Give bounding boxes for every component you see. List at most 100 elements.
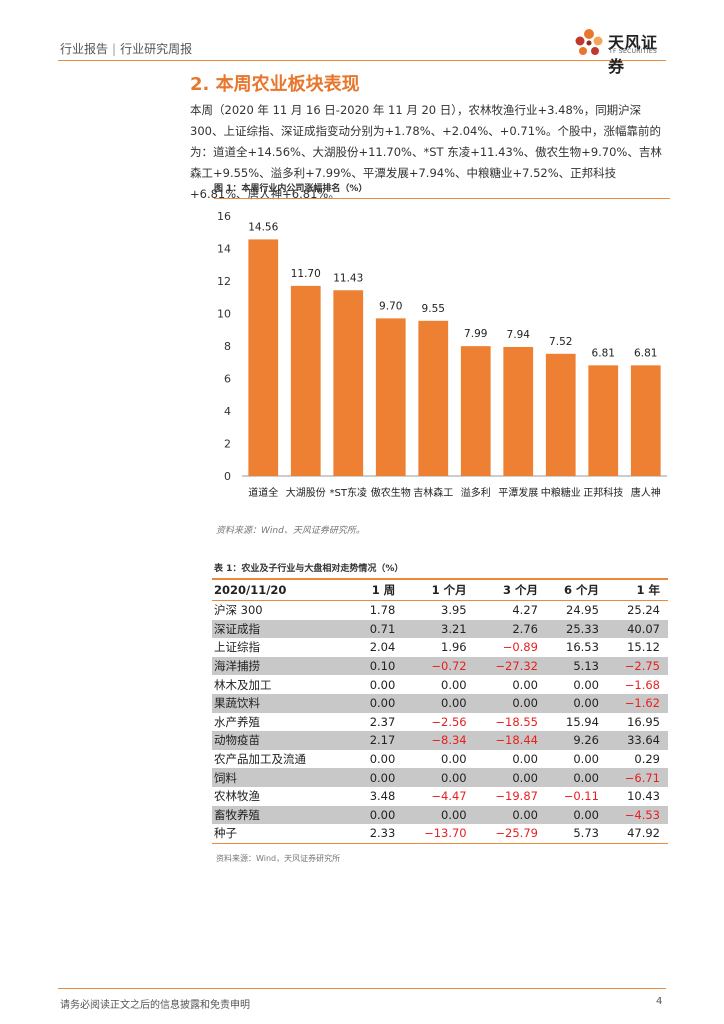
table-cell: 4.27 xyxy=(512,603,538,618)
y-tick-label: 12 xyxy=(217,275,231,288)
bar xyxy=(588,365,619,476)
table-row: 农林牧渔 3.48 −4.47 −19.87 −0.11 10.43 xyxy=(212,787,668,806)
row-label-cell: 上证综指 xyxy=(214,640,260,655)
table-cell: −4.47 xyxy=(431,789,467,804)
x-category-label: 道道全 xyxy=(248,486,278,499)
table-row: 动物疫苗 2.17 −8.34 −18.44 9.26 33.64 xyxy=(212,731,668,750)
table-cell: 0.00 xyxy=(474,805,546,825)
table-cell: 0.00 xyxy=(474,693,546,713)
figure-caption-divider xyxy=(214,198,670,199)
table-cell: 0.00 xyxy=(355,805,404,825)
row-label-cell: 种子 xyxy=(212,824,356,844)
bar xyxy=(630,365,661,476)
table-cell: 47.92 xyxy=(606,824,668,844)
y-tick-label: 16 xyxy=(217,210,231,223)
bar-value-label: 9.70 xyxy=(379,300,402,312)
row-label-cell: 畜牧养殖 xyxy=(212,805,356,825)
table-cell: −1.68 xyxy=(624,677,660,692)
table-cell: 0.00 xyxy=(369,752,396,767)
bar xyxy=(460,346,491,476)
table-cell: 2.04 xyxy=(369,640,396,655)
table-cell: 0.00 xyxy=(512,752,538,767)
row-label-cell: 农林牧渔 xyxy=(214,789,260,804)
table-row: 果蔬饮料 0.00 0.00 0.00 0.00 −1.62 xyxy=(212,693,668,713)
table-cell: 40.07 xyxy=(606,619,668,639)
table-cell: 0.00 xyxy=(403,693,475,713)
figure-caption: 图 1：本周行业内公司涨幅排名（%） xyxy=(214,184,368,194)
bar-value-label: 7.99 xyxy=(464,328,487,340)
bar-value-label: 11.43 xyxy=(333,272,363,284)
company-logo: 天风证券 TF SECURITIES xyxy=(572,26,668,76)
table-cell: −0.72 xyxy=(403,656,475,676)
report-category: 行业报告 xyxy=(60,42,109,56)
table-cell: 25.24 xyxy=(627,603,660,618)
table-cell: 0.00 xyxy=(403,768,475,787)
table-cell: −19.87 xyxy=(495,789,538,804)
table-row: 水产养殖 2.37 −2.56 −18.55 15.94 16.95 xyxy=(212,713,668,732)
bar-value-label: 11.70 xyxy=(291,268,321,280)
bar xyxy=(503,346,534,476)
table-cell: 5.13 xyxy=(545,656,607,676)
table-cell: 0.00 xyxy=(545,768,607,787)
table-cell: 15.12 xyxy=(627,640,660,655)
table-cell: 0.00 xyxy=(545,693,607,713)
row-label-cell: 林木及加工 xyxy=(214,677,272,692)
footer-divider xyxy=(58,988,666,989)
table-cell: −0.89 xyxy=(502,640,538,655)
table-row: 上证综指 2.04 1.96 −0.89 16.53 15.12 xyxy=(212,638,668,657)
bar-value-label: 6.81 xyxy=(634,347,657,359)
row-label-cell: 沪深 300 xyxy=(214,603,263,618)
table-cell: 3.48 xyxy=(369,789,396,804)
y-tick-label: 10 xyxy=(217,308,231,321)
table-row: 畜牧养殖 0.00 0.00 0.00 0.00 −4.53 xyxy=(212,805,668,825)
table-cell: 3.21 xyxy=(403,619,475,639)
table-cell: 2.33 xyxy=(355,824,404,844)
table-cell: 1.78 xyxy=(369,603,396,618)
table-cell: −27.32 xyxy=(474,656,546,676)
table-cell: −4.53 xyxy=(606,805,668,825)
bar xyxy=(545,353,576,476)
table-cell: −2.56 xyxy=(431,714,467,729)
table-cell: 2.17 xyxy=(355,731,404,750)
table-cell: 0.00 xyxy=(369,677,396,692)
bar-value-label: 14.56 xyxy=(248,221,278,233)
table-cell: 0.00 xyxy=(512,677,538,692)
y-tick-label: 0 xyxy=(224,470,231,483)
table-cell: −18.55 xyxy=(495,714,538,729)
report-subcategory: 行业研究周报 xyxy=(120,42,193,56)
table-cell: 0.00 xyxy=(441,752,467,767)
header-separator: | xyxy=(112,42,117,56)
y-tick-label: 2 xyxy=(224,438,231,451)
table-cell: −2.75 xyxy=(606,656,668,676)
y-tick-label: 14 xyxy=(217,243,231,256)
table-cell: 15.94 xyxy=(566,714,599,729)
footer-disclaimer: 请务必阅读正文之后的信息披露和免责申明 xyxy=(60,1000,250,1011)
row-label-cell: 动物疫苗 xyxy=(212,731,356,750)
table-row: 农产品加工及流通 0.00 0.00 0.00 0.00 0.29 xyxy=(212,750,668,769)
bar xyxy=(375,318,406,476)
logo-text-cn: 天风证券 xyxy=(608,33,658,76)
table-cell: −1.62 xyxy=(606,693,668,713)
x-category-label: 平潭发展 xyxy=(498,486,538,499)
logo-text-en: TF SECURITIES xyxy=(609,48,658,55)
table-cell: 0.00 xyxy=(573,677,599,692)
table-row: 林木及加工 0.00 0.00 0.00 0.00 −1.68 xyxy=(212,675,668,694)
header-divider xyxy=(58,60,666,61)
table-cell: 25.33 xyxy=(545,619,607,639)
table-cell: 9.26 xyxy=(545,731,607,750)
table-cell: −8.34 xyxy=(403,731,475,750)
table-header-cell: 1 个月 xyxy=(403,578,475,601)
page-number: 4 xyxy=(656,996,663,1007)
bar-value-label: 9.55 xyxy=(422,303,445,315)
table-cell: 0.00 xyxy=(441,677,467,692)
bar xyxy=(248,239,279,476)
table-cell: 0.10 xyxy=(355,656,404,676)
table-cell: −25.79 xyxy=(474,824,546,844)
table-cell: 16.53 xyxy=(566,640,599,655)
table-cell: 5.73 xyxy=(545,824,607,844)
table-row: 深证成指 0.71 3.21 2.76 25.33 40.07 xyxy=(212,619,668,639)
x-category-label: 傲农生物 xyxy=(371,486,411,499)
bar-value-label: 7.52 xyxy=(549,336,572,348)
table-cell: −13.70 xyxy=(403,824,475,844)
